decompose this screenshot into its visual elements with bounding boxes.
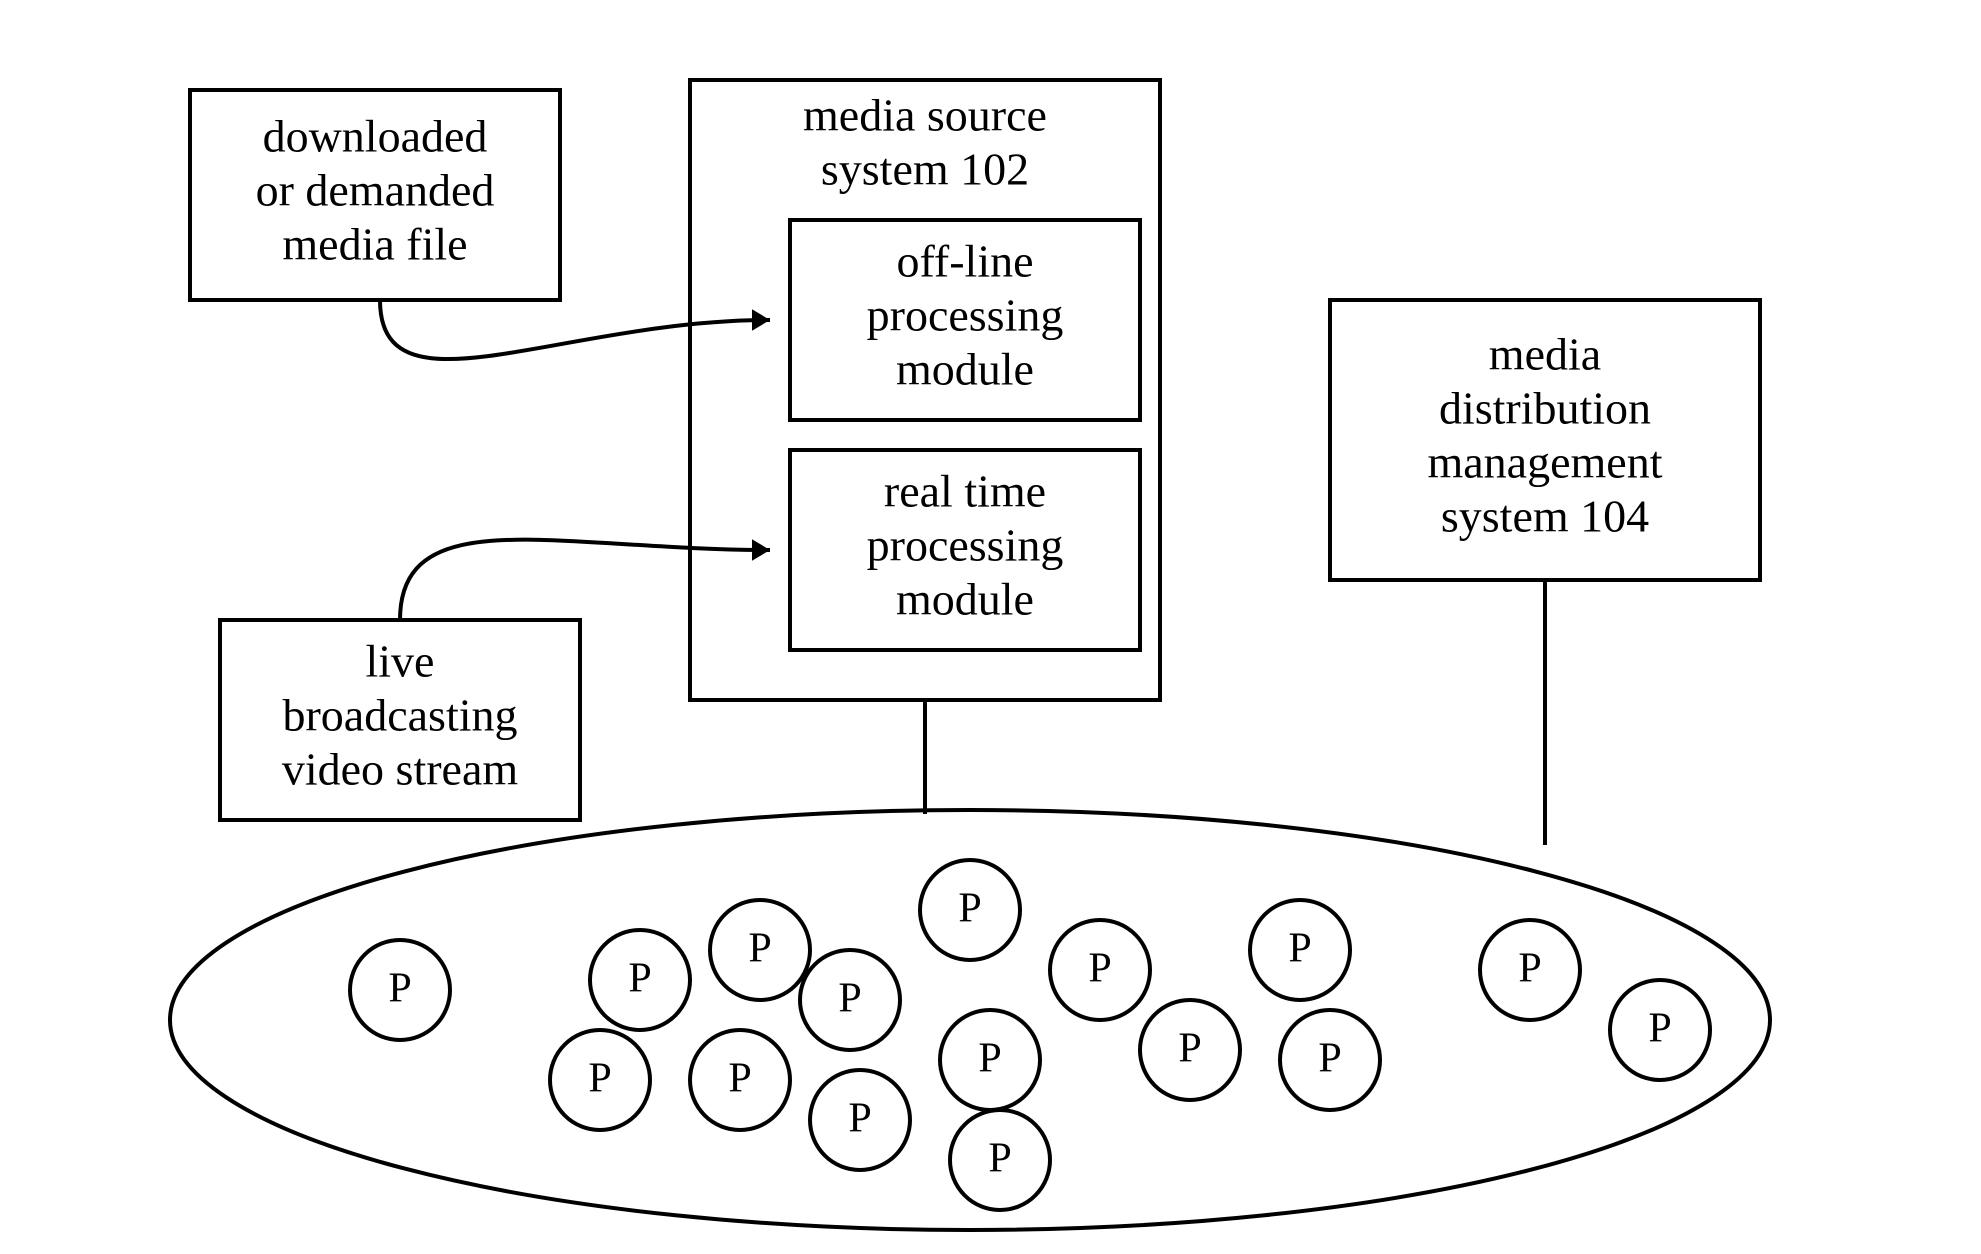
peer-node-7: P — [920, 860, 1020, 960]
peer-node-1-label: P — [588, 1056, 611, 1102]
peer-node-5-label: P — [838, 976, 861, 1022]
peer-node-8-label: P — [978, 1036, 1001, 1082]
peer-node-5: P — [800, 950, 900, 1050]
peer-node-12: P — [1250, 900, 1350, 1000]
peer-node-6-label: P — [848, 1096, 871, 1142]
peer-node-11-label: P — [1178, 1026, 1201, 1072]
media-source-title-line-1: system 102 — [821, 144, 1029, 195]
realtime-label-line-0: real time — [884, 466, 1046, 517]
peer-node-4-label: P — [748, 926, 771, 972]
peer-node-10-label: P — [1088, 946, 1111, 992]
media-source-title-line-0: media source — [803, 90, 1047, 141]
peer-node-13: P — [1280, 1010, 1380, 1110]
peer-node-11: P — [1140, 1000, 1240, 1100]
peer-node-2-label: P — [628, 956, 651, 1002]
offline-label-line-0: off-line — [896, 236, 1033, 287]
peer-node-10: P — [1050, 920, 1150, 1020]
downloaded-label-line-0: downloaded — [263, 111, 488, 162]
realtime-label: real timeprocessingmodule — [867, 466, 1064, 625]
offline-label-line-2: module — [896, 344, 1034, 395]
peer-node-4: P — [710, 900, 810, 1000]
peer-node-6: P — [810, 1070, 910, 1170]
peer-node-1: P — [550, 1030, 650, 1130]
peer-node-0: P — [350, 940, 450, 1040]
downloaded-label-line-2: media file — [282, 219, 467, 270]
peer-node-15: P — [1610, 980, 1710, 1080]
live-label-line-2: video stream — [282, 744, 519, 795]
peer-node-3: P — [690, 1030, 790, 1130]
mdms-label-line-1: distribution — [1439, 383, 1651, 434]
live-label-line-1: broadcasting — [282, 690, 517, 741]
mdms-label-line-3: system 104 — [1441, 491, 1649, 542]
downloaded-label-line-1: or demanded — [256, 165, 495, 216]
peer-node-2: P — [590, 930, 690, 1030]
peer-node-14: P — [1480, 920, 1580, 1020]
peer-node-9: P — [950, 1110, 1050, 1210]
realtime-label-line-2: module — [896, 574, 1034, 625]
peer-node-8: P — [940, 1010, 1040, 1110]
peer-node-12-label: P — [1288, 926, 1311, 972]
downloaded-label: downloadedor demandedmedia file — [256, 111, 495, 270]
live-label-line-0: live — [366, 636, 435, 687]
peer-node-13-label: P — [1318, 1036, 1341, 1082]
peer-node-15-label: P — [1648, 1006, 1671, 1052]
peer-node-9-label: P — [988, 1136, 1011, 1182]
mdms-label-line-2: management — [1427, 437, 1662, 488]
realtime-label-line-1: processing — [867, 520, 1064, 571]
peer-node-7-label: P — [958, 886, 981, 932]
peer-node-0-label: P — [388, 966, 411, 1012]
peer-node-3-label: P — [728, 1056, 751, 1102]
offline-label-line-1: processing — [867, 290, 1064, 341]
peer-node-14-label: P — [1518, 946, 1541, 992]
mdms-label-line-0: media — [1489, 329, 1601, 380]
